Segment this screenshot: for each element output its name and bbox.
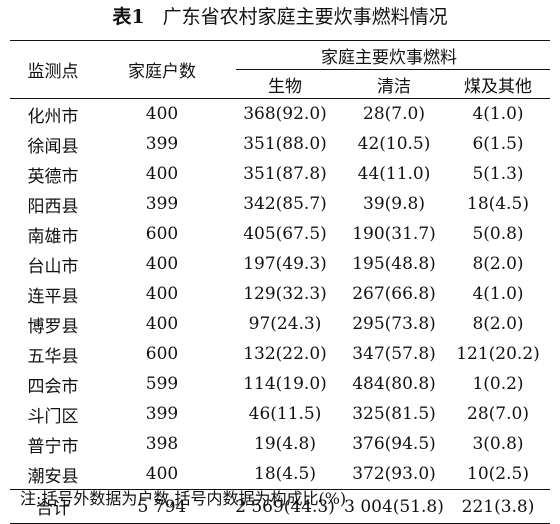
group-underline <box>236 69 551 70</box>
header-row-2: 生物 清洁 煤及其他 <box>10 70 551 99</box>
cell-clean: 190(31.7) <box>352 224 436 244</box>
table-caption: 表1 广东省农村家庭主要炊事燃料情况 <box>0 4 560 30</box>
header-clean: 清洁 <box>342 70 446 99</box>
cell-site: 五华县 <box>27 346 79 367</box>
table-row: 连平县 400 129(32.3) 267(66.8) 4(1.0) <box>10 279 550 309</box>
fuel-table: 监测点 家庭户数 家庭主要炊事燃料 生物 清洁 煤及其他 化州市 400 368… <box>10 40 551 524</box>
table-row: 普宁市 398 19(4.8) 376(94.5) 3(0.8) <box>10 429 550 459</box>
table-row: 台山市 400 197(49.3) 195(48.8) 8(2.0) <box>10 249 550 279</box>
cell-site: 四会市 <box>27 376 79 397</box>
cell-households: 400 <box>145 314 179 334</box>
cell-biomass: 351(87.8) <box>243 164 327 184</box>
cell-site: 潮安县 <box>27 466 79 487</box>
cell-households: 600 <box>145 224 179 244</box>
header-households: 家庭户数 <box>96 40 228 99</box>
header-site: 监测点 <box>10 40 96 99</box>
cell-clean: 195(48.8) <box>352 254 436 274</box>
cell-households: 599 <box>145 374 179 394</box>
cell-clean: 44(11.0) <box>357 164 431 184</box>
table-row: 四会市 599 114(19.0) 484(80.8) 1(0.2) <box>10 369 550 399</box>
cell-biomass: 114(19.0) <box>243 374 327 394</box>
cell-coal-other: 6(1.5) <box>472 134 524 154</box>
table-title: 广东省农村家庭主要炊事燃料情况 <box>162 6 448 28</box>
cell-households: 400 <box>145 254 179 274</box>
cell-biomass: 97(24.3) <box>248 314 322 334</box>
cell-biomass: 19(4.8) <box>254 434 316 454</box>
cell-clean: 347(57.8) <box>352 344 436 364</box>
total-clean: 3 004(51.8) <box>342 489 446 524</box>
header-coal-other: 煤及其他 <box>446 70 551 99</box>
cell-households: 400 <box>145 104 179 124</box>
cell-biomass: 46(11.5) <box>248 404 322 424</box>
cell-biomass: 342(85.7) <box>243 194 327 214</box>
table-row: 五华县 600 132(22.0) 347(57.8) 121(20.2) <box>10 339 550 369</box>
total-coal-other: 221(3.8) <box>446 489 551 524</box>
table-row: 潮安县 400 18(4.5) 372(93.0) 10(2.5) <box>10 459 550 490</box>
table-row: 阳西县 399 342(85.7) 39(9.8) 18(4.5) <box>10 189 550 219</box>
header-fuel-group-label: 家庭主要炊事燃料 <box>321 48 457 68</box>
cell-coal-other: 10(2.5) <box>467 464 529 484</box>
cell-site: 台山市 <box>27 256 79 277</box>
cell-households: 600 <box>145 344 179 364</box>
cell-biomass: 18(4.5) <box>254 464 316 484</box>
cell-clean: 295(73.8) <box>352 314 436 334</box>
header-row-1: 监测点 家庭户数 家庭主要炊事燃料 <box>10 40 551 99</box>
cell-site: 普宁市 <box>27 436 79 457</box>
cell-coal-other: 18(4.5) <box>467 194 529 214</box>
cell-households: 399 <box>145 194 179 214</box>
cell-clean: 325(81.5) <box>352 404 436 424</box>
cell-households: 398 <box>145 434 179 454</box>
cell-households: 399 <box>145 134 179 154</box>
table-row: 南雄市 600 405(67.5) 190(31.7) 5(0.8) <box>10 219 550 249</box>
table-row: 斗门区 399 46(11.5) 325(81.5) 28(7.0) <box>10 399 550 429</box>
cell-site: 阳西县 <box>27 196 79 217</box>
cell-households: 400 <box>145 164 179 184</box>
cell-coal-other: 4(1.0) <box>472 284 524 304</box>
cell-coal-other: 4(1.0) <box>472 104 524 124</box>
cell-households: 399 <box>145 404 179 424</box>
cell-coal-other: 1(0.2) <box>472 374 524 394</box>
cell-site: 连平县 <box>27 286 79 307</box>
cell-households: 400 <box>145 464 179 484</box>
table-row: 化州市 400 368(92.0) 28(7.0) 4(1.0) <box>10 99 550 130</box>
header-biomass: 生物 <box>228 70 342 99</box>
cell-coal-other: 28(7.0) <box>467 404 529 424</box>
cell-biomass: 368(92.0) <box>243 104 327 124</box>
cell-site: 南雄市 <box>27 226 79 247</box>
cell-clean: 42(10.5) <box>357 134 431 154</box>
cell-clean: 376(94.5) <box>352 434 436 454</box>
cell-clean: 28(7.0) <box>363 104 425 124</box>
cell-clean: 267(66.8) <box>352 284 436 304</box>
cell-coal-other: 5(1.3) <box>472 164 524 184</box>
table-row: 徐闻县 399 351(88.0) 42(10.5) 6(1.5) <box>10 129 550 159</box>
cell-coal-other: 3(0.8) <box>472 434 524 454</box>
cell-biomass: 129(32.3) <box>243 284 327 304</box>
cell-site: 博罗县 <box>27 316 79 337</box>
header-fuel-group: 家庭主要炊事燃料 <box>228 40 551 70</box>
cell-coal-other: 8(2.0) <box>472 254 524 274</box>
cell-site: 斗门区 <box>27 406 79 427</box>
cell-site: 徐闻县 <box>27 136 79 157</box>
cell-biomass: 132(22.0) <box>243 344 327 364</box>
cell-biomass: 197(49.3) <box>243 254 327 274</box>
cell-biomass: 405(67.5) <box>243 224 327 244</box>
cell-clean: 39(9.8) <box>363 194 425 214</box>
cell-site: 英德市 <box>27 166 79 187</box>
cell-households: 400 <box>145 284 179 304</box>
cell-coal-other: 121(20.2) <box>456 344 540 364</box>
table-row: 英德市 400 351(87.8) 44(11.0) 5(1.3) <box>10 159 550 189</box>
cell-clean: 372(93.0) <box>352 464 436 484</box>
table-number: 表1 <box>112 6 145 28</box>
cell-coal-other: 8(2.0) <box>472 314 524 334</box>
cell-biomass: 351(88.0) <box>243 134 327 154</box>
table-row: 博罗县 400 97(24.3) 295(73.8) 8(2.0) <box>10 309 550 339</box>
table-footnote: 注:括号外数据为户数,括号内数据为构成比(%) <box>20 489 347 508</box>
cell-site: 化州市 <box>27 106 79 127</box>
cell-coal-other: 5(0.8) <box>472 224 524 244</box>
cell-clean: 484(80.8) <box>352 374 436 394</box>
